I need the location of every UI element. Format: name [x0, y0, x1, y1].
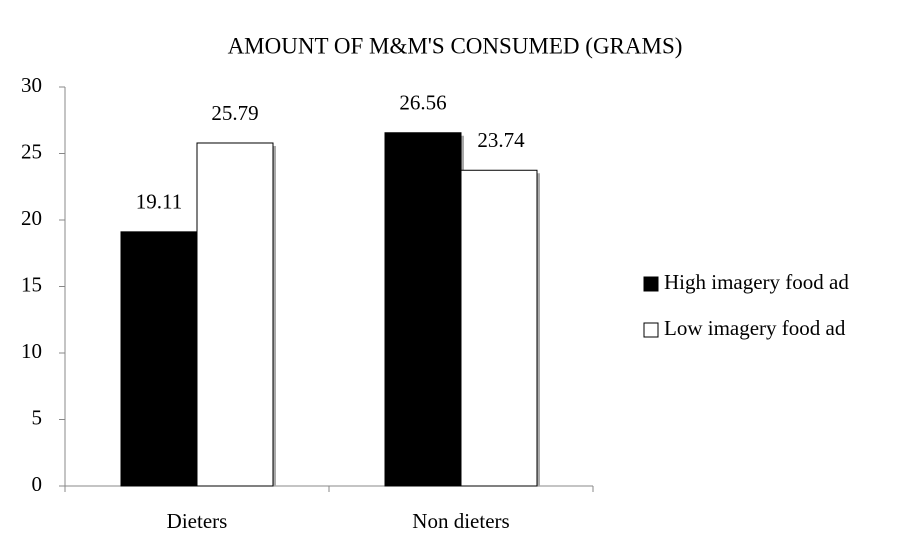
bar — [384, 132, 462, 487]
x-tick-label: Dieters — [167, 509, 228, 533]
y-tick-label: 25 — [21, 139, 42, 163]
legend-swatch — [643, 322, 659, 338]
bar — [196, 142, 274, 487]
y-tick-label: 10 — [21, 339, 42, 363]
bar — [460, 169, 538, 487]
y-tick-label: 0 — [32, 472, 43, 496]
legend-label: High imagery food ad — [664, 270, 849, 294]
legend-swatch — [643, 276, 659, 292]
y-tick-label: 5 — [32, 405, 43, 429]
data-label: 19.11 — [136, 190, 182, 214]
data-label: 23.74 — [477, 128, 525, 152]
y-tick-label: 20 — [21, 206, 42, 230]
y-tick-label: 15 — [21, 272, 42, 296]
chart-title: AMOUNT OF M&M'S CONSUMED (GRAMS) — [228, 33, 683, 58]
bar — [120, 231, 198, 487]
data-label: 26.56 — [399, 91, 446, 115]
data-label: 25.79 — [211, 101, 258, 125]
y-tick-label: 30 — [21, 73, 42, 97]
x-tick-label: Non dieters — [412, 509, 509, 533]
legend-label: Low imagery food ad — [664, 316, 846, 340]
